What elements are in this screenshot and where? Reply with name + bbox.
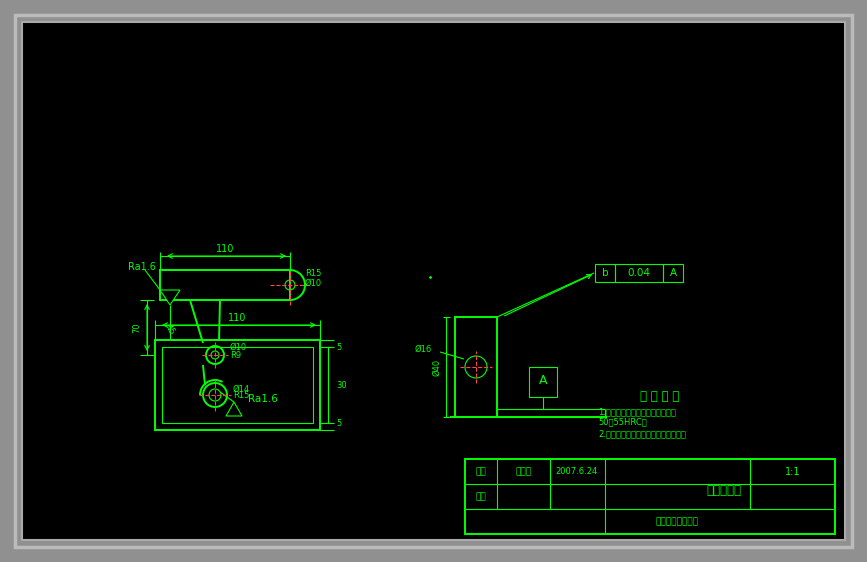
Text: 30: 30 [336,380,347,389]
Text: 110: 110 [216,244,234,254]
Text: 制图: 制图 [476,468,486,477]
Bar [497,409,605,417]
Text: 110: 110 [228,313,247,323]
Text: 5: 5 [336,342,342,351]
Text: 5: 5 [336,419,342,428]
Text: A: A [538,374,547,387]
Text: 技 术 要 求: 技 术 要 求 [641,391,680,404]
Bar [529,367,557,397]
Text: 王鑫利: 王鑫利 [516,468,532,477]
Bar [615,264,663,282]
Bar [160,270,290,300]
Text: Ra1.6: Ra1.6 [128,262,156,272]
Text: Ra1.6: Ra1.6 [248,394,278,404]
Text: 2007.6.24: 2007.6.24 [556,468,598,477]
Text: 1:1: 1:1 [785,467,800,477]
Text: Ø16: Ø16 [415,345,433,353]
Text: Ø10: Ø10 [230,342,247,351]
Bar [162,347,313,423]
Bar [465,459,835,534]
Bar [595,264,615,282]
Text: Ø10: Ø10 [305,279,323,288]
Text: 50～55HRC。: 50～55HRC。 [598,418,647,427]
Text: 校审: 校审 [476,492,486,501]
Text: R15: R15 [233,391,250,400]
Bar [663,264,683,282]
Bar [155,340,320,430]
Bar [455,317,497,417]
Text: 45: 45 [163,323,177,337]
Polygon shape [160,290,180,305]
Text: 北京航天工业学院: 北京航天工业学院 [655,518,699,527]
Text: Ø14: Ø14 [233,384,250,393]
Text: A: A [669,268,676,278]
Polygon shape [226,402,242,416]
Text: R9: R9 [230,351,241,360]
Text: Ø40: Ø40 [433,359,441,375]
Text: 0.04: 0.04 [628,268,650,278]
Text: 1.零件经淬火处理后，硬度应达到: 1.零件经淬火处理后，硬度应达到 [598,407,676,416]
Text: 右转向构件: 右转向构件 [706,483,741,496]
Text: R15: R15 [305,269,322,278]
Text: 70: 70 [133,322,141,333]
Text: 2.加工后的零件不允许有毛刺、飞边。: 2.加工后的零件不允许有毛刺、飞边。 [598,429,686,438]
Text: b: b [602,268,609,278]
